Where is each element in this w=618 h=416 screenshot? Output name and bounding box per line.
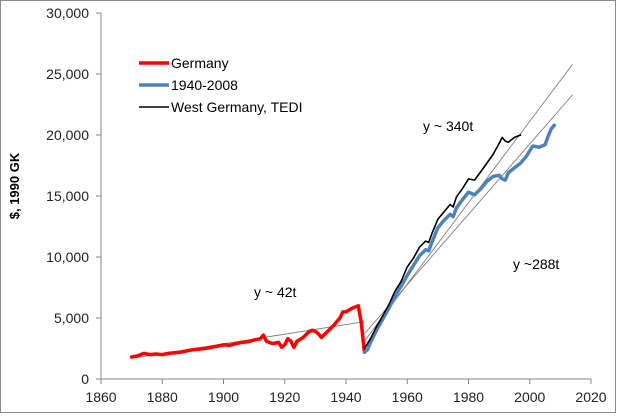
y-tick-label: 0 xyxy=(81,371,89,387)
y-tick-label: 25,000 xyxy=(46,66,89,82)
x-tick-label: 2000 xyxy=(514,389,545,405)
x-tick-label: 1940 xyxy=(330,389,361,405)
y-tick-label: 5,000 xyxy=(54,310,89,326)
legend-label-germany: Germany xyxy=(171,55,229,71)
y-axis-title: $, 1990 GK xyxy=(7,152,22,219)
annotation-slope-prewar: y ~ 42t xyxy=(254,284,297,300)
y-tick-label: 15,000 xyxy=(46,188,89,204)
trendline-3 xyxy=(364,94,573,335)
x-tick-label: 1900 xyxy=(208,389,239,405)
x-tick-label: 1980 xyxy=(453,389,484,405)
series-line-1940-2008 xyxy=(362,123,557,354)
y-tick-label: 20,000 xyxy=(46,127,89,143)
trendline-2 xyxy=(364,63,573,342)
y-axis-ticks: 0 5,000 10,000 15,000 20,000 25,000 30,000 xyxy=(46,5,101,387)
x-tick-label: 1860 xyxy=(85,389,116,405)
x-tick-label: 1960 xyxy=(392,389,423,405)
legend-label-1940-2008: 1940-2008 xyxy=(171,77,238,93)
annotation-slope-tedi: y ~ 340t xyxy=(423,118,473,134)
series-line-germany xyxy=(129,304,367,359)
x-tick-label: 1880 xyxy=(147,389,178,405)
data-series xyxy=(129,123,557,359)
x-axis-ticks: 1860 1880 1900 1920 1940 1960 1980 2000 2020 xyxy=(85,379,607,405)
y-tick-label: 30,000 xyxy=(46,5,89,21)
legend: Germany 1940-2008 West Germany, TEDI xyxy=(139,55,302,115)
annotation-slope-postwar: y ~288t xyxy=(513,256,559,272)
x-tick-label: 1920 xyxy=(269,389,300,405)
x-tick-label: 2020 xyxy=(575,389,606,405)
legend-label-west-germany-tedi: West Germany, TEDI xyxy=(171,99,302,115)
series-line-west-germany-tedi xyxy=(363,134,522,350)
y-tick-label: 10,000 xyxy=(46,249,89,265)
